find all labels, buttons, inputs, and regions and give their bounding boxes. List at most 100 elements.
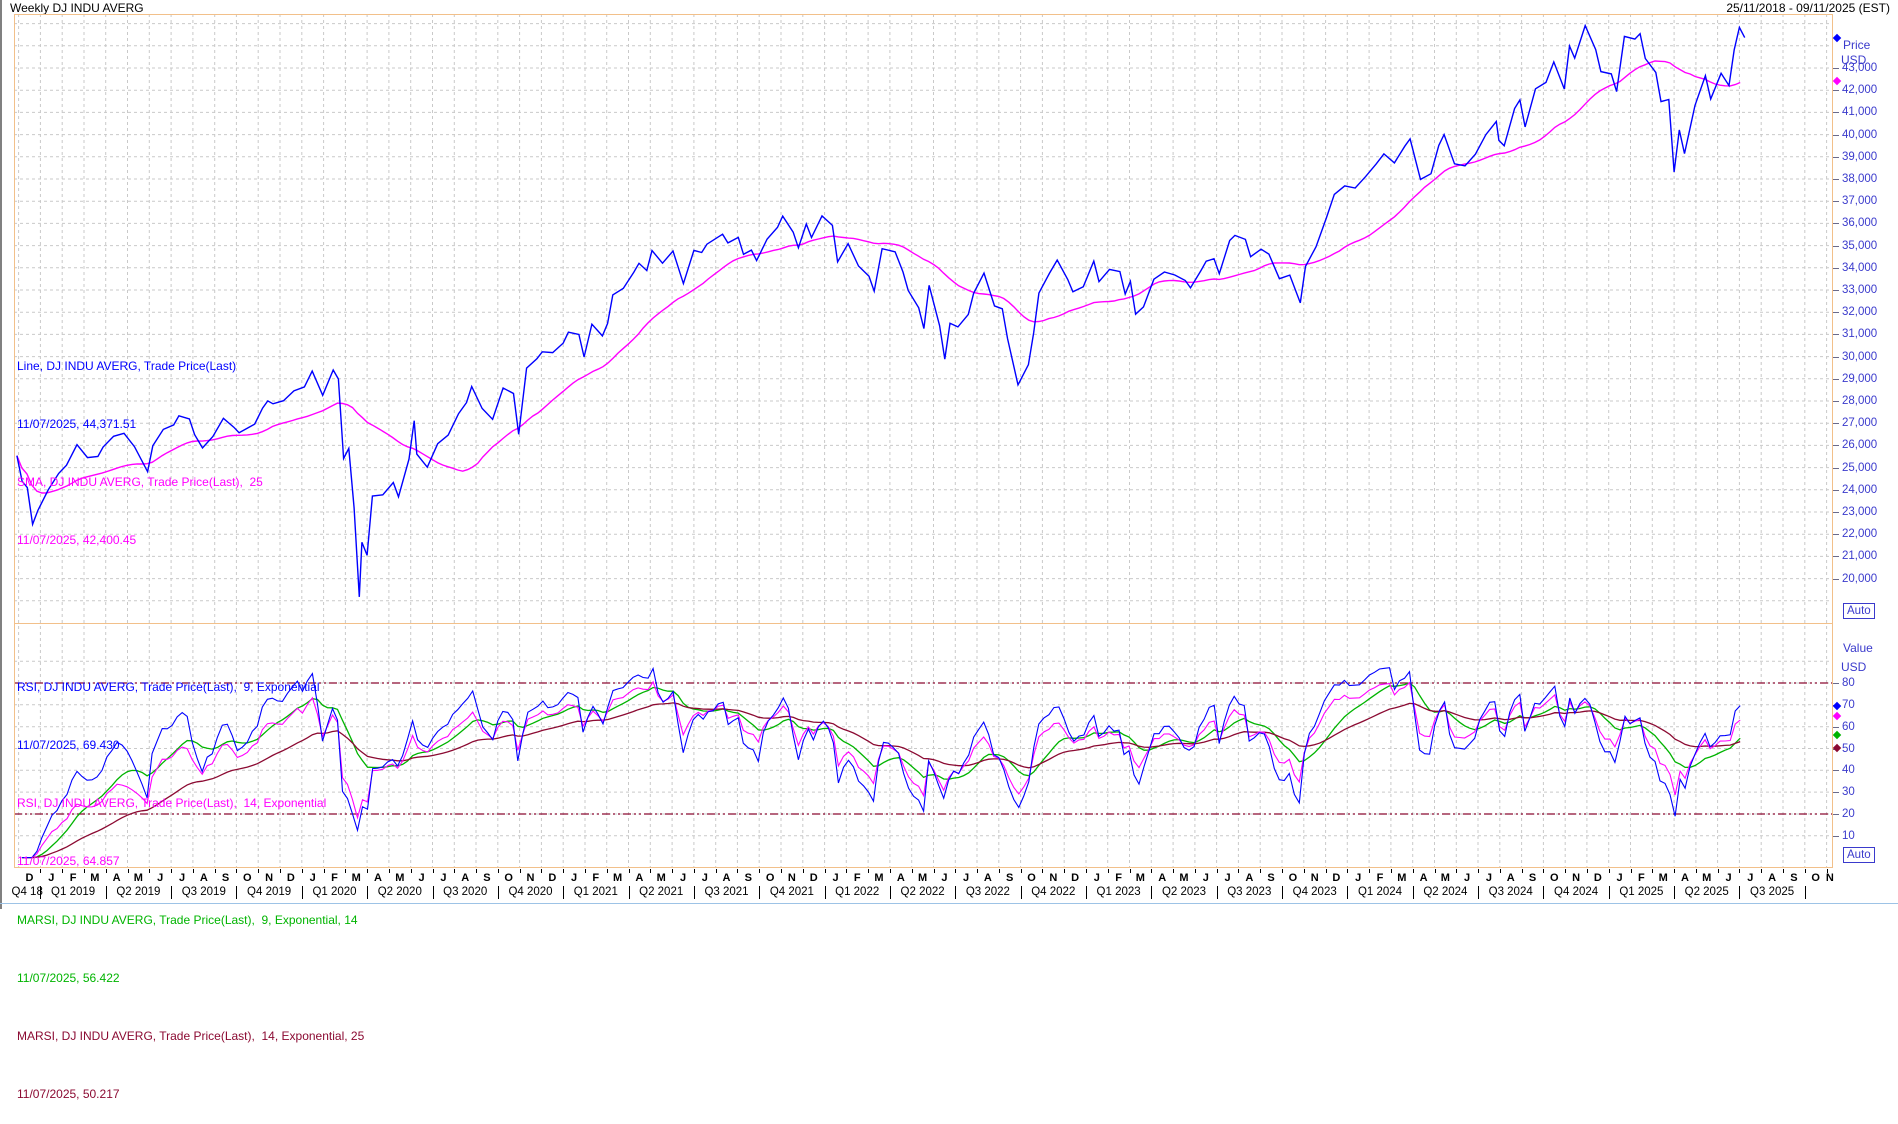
month-tick — [280, 869, 281, 873]
value-axis-auto-button[interactable]: Auto — [1843, 847, 1875, 863]
x-axis-month-label: J — [1747, 872, 1754, 884]
x-axis-month-label: M — [1179, 872, 1189, 884]
month-tick — [737, 869, 739, 873]
price-tick — [1833, 534, 1839, 536]
x-axis-quarter-label: Q2 2020 — [377, 886, 422, 898]
quarter-separator — [1151, 886, 1153, 899]
month-tick — [824, 869, 826, 873]
month-tick — [1456, 869, 1458, 873]
quarter-separator — [1086, 886, 1087, 899]
main-panel-legend: Line, DJ INDU AVERG, Trade Price(Last) 1… — [17, 318, 263, 570]
month-tick — [1194, 869, 1196, 873]
price-tick-label: 37,000 — [1842, 195, 1878, 208]
x-axis-quarter-label: Q4 18 — [11, 886, 43, 898]
x-axis-month-label: F — [1376, 872, 1384, 884]
month-tick — [1107, 869, 1109, 873]
month-tick — [868, 869, 870, 873]
price-tick-label: 24,000 — [1842, 483, 1878, 496]
x-axis-month-label: J — [679, 872, 687, 884]
x-axis-quarter-label: Q2 2024 — [1423, 886, 1468, 898]
quarter-separator — [693, 886, 695, 899]
x-axis-quarter-label: Q2 2019 — [116, 886, 161, 898]
x-axis-month-label: J — [309, 872, 316, 884]
price-axis-title: Price — [1843, 38, 1871, 52]
price-tick — [1833, 156, 1839, 158]
value-tick — [1833, 726, 1839, 728]
legend-line-sma: SMA, DJ INDU AVERG, Trade Price(Last), 2… — [17, 475, 263, 490]
x-axis-month-label: D — [809, 872, 818, 884]
month-tick — [127, 869, 129, 873]
month-tick — [432, 869, 434, 873]
month-tick — [1282, 869, 1283, 873]
x-axis-month-label: M — [1702, 872, 1712, 884]
price-tick — [1833, 267, 1839, 269]
month-tick — [1804, 869, 1806, 873]
value-tick — [1833, 770, 1839, 772]
month-tick — [1717, 869, 1719, 873]
marsi14-line — [21, 702, 1741, 859]
price-tick-label: 29,000 — [1842, 372, 1878, 385]
month-tick — [301, 869, 303, 873]
main-plot-area[interactable] — [14, 14, 1833, 624]
x-axis-quarter-label: Q2 2025 — [1684, 886, 1729, 898]
month-tick — [258, 869, 260, 873]
quarter-separator — [955, 886, 957, 899]
rsi9-line — [21, 666, 1741, 859]
price-tick-label: 25,000 — [1842, 461, 1878, 474]
price-tick — [1833, 312, 1839, 314]
month-tick — [650, 869, 652, 873]
month-tick — [1390, 869, 1392, 873]
x-axis-month-label: D — [1593, 872, 1602, 884]
month-tick — [410, 869, 412, 873]
value-tick — [1833, 683, 1839, 684]
x-axis-quarter-label: Q4 2019 — [247, 886, 292, 898]
x-axis-quarter-label: Q2 2021 — [639, 886, 684, 898]
quarter-separator — [824, 886, 826, 899]
x-axis-month-label: J — [832, 872, 839, 884]
quarter-separator — [1412, 886, 1414, 899]
x-axis-month-label: S — [1528, 872, 1537, 884]
x-axis-month-label: M — [1397, 872, 1407, 884]
month-tick — [62, 869, 64, 873]
month-tick — [628, 869, 630, 873]
x-axis-month-label: N — [1049, 872, 1058, 884]
x-axis-month-label: A — [374, 872, 382, 884]
x-axis-month-label: F — [1115, 872, 1122, 884]
x-axis-month-label: D — [1071, 872, 1080, 884]
month-tick — [1674, 869, 1676, 873]
quarter-separator — [1804, 886, 1806, 899]
month-tick — [977, 869, 978, 873]
month-tick — [1543, 869, 1545, 873]
legend-marsi14-value: 11/07/2025, 50.217 — [17, 1087, 120, 1102]
month-tick — [40, 869, 42, 873]
month-tick — [1086, 869, 1087, 873]
legend-rsi14: RSI, DJ INDU AVERG, Trade Price(Last), 1… — [17, 796, 327, 811]
value-tick-label: 60 — [1842, 720, 1855, 733]
x-axis-month-label: A — [1419, 872, 1428, 884]
price-tick — [1833, 401, 1839, 402]
price-tick — [1833, 356, 1839, 358]
rsi-panel-border — [14, 622, 1833, 868]
x-axis-quarter-label: Q4 2021 — [769, 886, 814, 898]
x-axis-month-label: A — [199, 872, 208, 884]
price-tick-label: 31,000 — [1842, 328, 1878, 341]
price-tick-label: 34,000 — [1842, 261, 1878, 274]
value-tick-label: 10 — [1842, 829, 1855, 842]
quarter-separator — [1608, 886, 1610, 899]
legend-marsi9-value: 11/07/2025, 56.422 — [17, 970, 120, 985]
quarter-separator — [1543, 886, 1545, 899]
price-tick — [1833, 290, 1839, 291]
window-left-border — [0, 0, 2, 909]
x-axis-month-label: M — [656, 872, 666, 884]
quarter-separator — [1739, 886, 1741, 899]
x-axis-month-label: D — [25, 872, 34, 884]
month-tick — [1238, 869, 1240, 873]
price-axis-auto-button[interactable]: Auto — [1843, 603, 1875, 619]
month-tick — [1260, 869, 1262, 873]
x-axis-month-label: N — [1825, 872, 1834, 884]
x-axis-month-label: N — [1310, 872, 1319, 884]
x-axis-quarter-label: Q2 2023 — [1161, 886, 1207, 898]
price-tick — [1833, 245, 1839, 247]
quarter-separator — [1282, 886, 1283, 899]
legend-marsi14: MARSI, DJ INDU AVERG, Trade Price(Last),… — [17, 1029, 365, 1044]
